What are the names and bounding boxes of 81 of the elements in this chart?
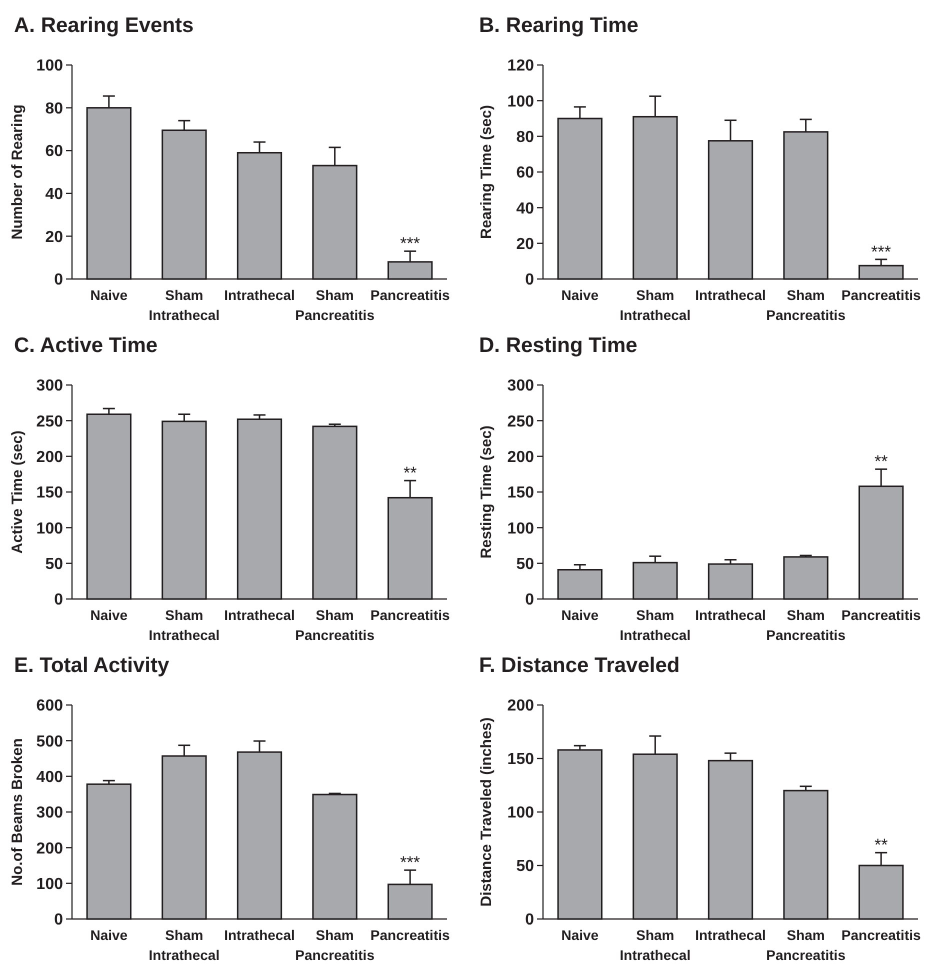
- x-tick-label: Naive: [561, 607, 599, 623]
- x-tick-label: Intrathecal: [224, 287, 295, 303]
- y-tick-label: 0: [525, 592, 534, 609]
- y-tick-label: 50: [45, 556, 64, 573]
- y-tick-label: 600: [36, 698, 64, 715]
- y-tick-label: 0: [54, 912, 64, 929]
- x-tick-label: Pancreatitis: [841, 287, 921, 303]
- y-axis-title: Distance Traveled (inches): [478, 717, 495, 907]
- x-tick-label: Naive: [90, 927, 128, 943]
- x-tick-label: Pancreatitis: [370, 927, 450, 943]
- y-tick-label: 150: [507, 484, 534, 502]
- annotation: **: [403, 464, 418, 483]
- y-tick-label: 50: [516, 556, 534, 573]
- x-tick-label: Pancreatitis: [841, 607, 921, 623]
- y-tick-label: 300: [36, 804, 64, 822]
- chart-title: C. Active Time: [14, 334, 158, 357]
- x-tick-label: Sham Intrathecal: [148, 607, 220, 643]
- y-tick-label: 20: [516, 236, 534, 253]
- y-tick-label: 400: [36, 768, 64, 786]
- y-tick-label: 250: [507, 413, 534, 430]
- annotation: **: [874, 452, 888, 472]
- y-tick-label: 100: [507, 93, 534, 110]
- y-tick-label: 0: [54, 272, 64, 289]
- chart-title: E. Total Activity: [14, 654, 170, 677]
- annotation: ***: [400, 853, 420, 872]
- x-tick-label: Pancreatitis: [370, 287, 450, 303]
- y-tick-label: 50: [516, 858, 534, 876]
- y-tick-label: 100: [36, 520, 64, 538]
- y-axis-title: Rearing Time (sec): [478, 105, 495, 239]
- x-tick-label: Intrathecal: [695, 607, 766, 623]
- chart-title: F. Distance Traveled: [479, 654, 680, 677]
- x-tick-label: Naive: [561, 927, 599, 943]
- y-tick-label: 200: [36, 840, 64, 858]
- y-tick-label: 20: [45, 228, 64, 246]
- y-tick-label: 300: [36, 378, 64, 395]
- x-tick-label: Pancreatitis: [841, 927, 921, 943]
- y-tick-label: 250: [36, 413, 64, 430]
- y-tick-label: 100: [36, 876, 64, 893]
- annotation: ***: [400, 234, 420, 254]
- y-axis-title: Resting Time (sec): [478, 425, 495, 559]
- y-tick-label: 60: [45, 143, 64, 160]
- x-tick-label: Sham Intrathecal: [620, 287, 691, 323]
- y-tick-label: 40: [516, 200, 534, 218]
- y-tick-label: 300: [507, 378, 534, 395]
- x-tick-label: Naive: [90, 607, 128, 623]
- y-tick-label: 100: [36, 58, 64, 75]
- y-tick-label: 200: [507, 448, 534, 466]
- y-tick-label: 60: [516, 164, 534, 182]
- annotation: **: [874, 836, 888, 855]
- y-tick-label: 500: [36, 733, 64, 750]
- x-tick-label: Sham Intrathecal: [148, 927, 220, 963]
- y-tick-label: 40: [45, 186, 64, 203]
- y-tick-label: 0: [54, 592, 64, 609]
- y-tick-label: 80: [516, 128, 534, 146]
- y-tick-label: 0: [525, 912, 534, 929]
- x-tick-label: Intrathecal: [224, 927, 295, 943]
- y-tick-label: 150: [36, 484, 64, 502]
- y-axis-title: Number of Rearing: [9, 104, 26, 240]
- x-tick-label: Sham Intrathecal: [620, 607, 691, 643]
- y-tick-label: 200: [507, 698, 534, 715]
- x-tick-label: Naive: [90, 287, 128, 303]
- x-tick-label: Intrathecal: [695, 287, 766, 303]
- chart-title: A. Rearing Events: [14, 14, 194, 37]
- y-axis-title: No.of Beams Broken: [9, 738, 26, 886]
- y-tick-label: 100: [507, 520, 534, 538]
- annotation: ***: [871, 242, 892, 262]
- y-tick-label: 0: [525, 272, 534, 289]
- x-tick-label: Intrathecal: [695, 927, 766, 943]
- chart-title: B. Rearing Time: [479, 14, 638, 37]
- x-tick-label: Intrathecal: [224, 607, 295, 623]
- chart-title: D. Resting Time: [479, 334, 638, 357]
- y-tick-label: 150: [507, 751, 534, 768]
- x-tick-label: Sham Intrathecal: [620, 927, 691, 963]
- y-tick-label: 200: [36, 448, 64, 466]
- y-tick-label: 100: [507, 804, 534, 822]
- y-tick-label: 80: [45, 100, 64, 118]
- x-tick-label: Sham Intrathecal: [148, 287, 220, 323]
- x-tick-label: Pancreatitis: [370, 607, 450, 623]
- y-tick-label: 120: [507, 58, 534, 75]
- x-tick-label: Naive: [561, 287, 599, 303]
- y-axis-title: Active Time (sec): [9, 430, 26, 554]
